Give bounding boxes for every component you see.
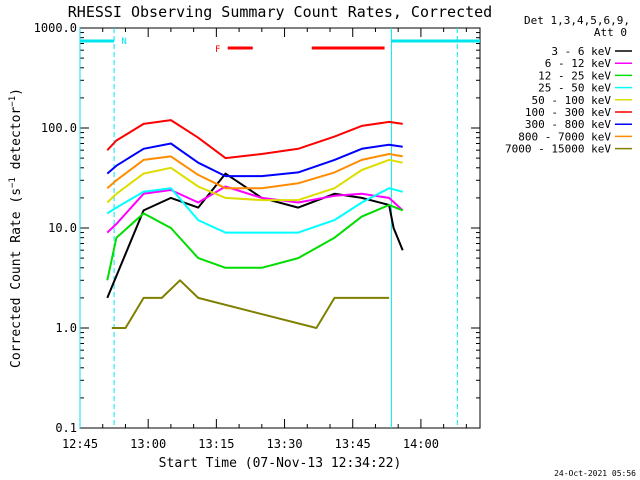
plot-area: NF xyxy=(79,27,481,429)
series-line-3 xyxy=(106,204,404,281)
x-tick-label: 14:00 xyxy=(403,437,439,451)
plot-frame xyxy=(79,27,481,429)
y-tick-label: 1000.0 xyxy=(34,21,77,35)
series-line-9 xyxy=(111,279,390,329)
ylabel-part-2: detector xyxy=(9,107,24,178)
series-line-7 xyxy=(106,142,403,178)
ylabel-part-3: ) xyxy=(9,88,24,96)
legend-label: 6 - 12 keV xyxy=(545,57,612,70)
y-axis-label: Corrected Count Rate (s−1 detector−1) xyxy=(8,88,24,368)
y-tick-labels: 0.1 1.0 10.0 100.0 1000.0 xyxy=(34,21,77,435)
series-line-1 xyxy=(106,172,404,299)
observing-flags: NF xyxy=(79,28,480,428)
x-tick-label: 12:45 xyxy=(62,437,98,451)
y-tick-label: 100.0 xyxy=(41,121,77,135)
legend-label: 100 - 300 keV xyxy=(525,106,611,119)
ylabel-part-1: Corrected Count Rate (s xyxy=(9,188,24,368)
series-line-5 xyxy=(106,158,403,204)
flare-flag-label: F xyxy=(215,45,220,55)
y-tick-label: 10.0 xyxy=(48,221,77,235)
x-tick-label: 13:00 xyxy=(130,437,166,451)
y-tick-label: 1.0 xyxy=(55,321,77,335)
legend-label: 25 - 50 keV xyxy=(538,82,611,95)
series-line-2 xyxy=(106,185,404,234)
x-tick-label: 13:15 xyxy=(198,437,234,451)
legend-label: 50 - 100 keV xyxy=(532,94,612,107)
legend-header-2: Att 0 xyxy=(594,26,627,39)
legend-label: 3 - 6 keV xyxy=(551,45,611,58)
series-lines xyxy=(106,119,404,329)
chart-title: RHESSI Observing Summary Count Rates, Co… xyxy=(68,3,492,21)
x-tick-labels: 12:45 13:00 13:15 13:30 13:45 14:00 xyxy=(62,437,439,451)
legend-label: 7000 - 15000 keV xyxy=(505,143,611,156)
series-line-4 xyxy=(106,187,403,234)
series-line-6 xyxy=(106,119,403,160)
axis-ticks xyxy=(79,27,480,429)
ylabel-sup-2: −1 xyxy=(8,96,18,107)
x-tick-label: 13:30 xyxy=(266,437,302,451)
saa-flag-label: N xyxy=(121,37,126,47)
legend-label: 800 - 7000 keV xyxy=(518,130,611,143)
legend-label: 12 - 25 keV xyxy=(538,69,611,82)
x-axis-label: Start Time (07-Nov-13 12:34:22) xyxy=(159,456,402,471)
legend-label: 300 - 800 keV xyxy=(525,118,611,131)
series-line-8 xyxy=(106,153,403,190)
y-tick-label: 0.1 xyxy=(55,421,77,435)
x-tick-label: 13:45 xyxy=(335,437,371,451)
ylabel-sup-1: −1 xyxy=(8,177,18,188)
generated-timestamp: 24-Oct-2021 05:56 xyxy=(554,469,636,478)
legend-header-1: Det 1,3,4,5,6,9, xyxy=(524,14,630,27)
